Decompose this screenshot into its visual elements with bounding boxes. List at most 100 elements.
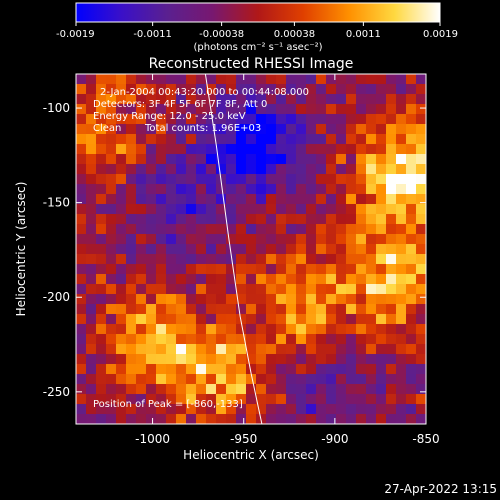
heatmap-cell — [236, 324, 247, 335]
heatmap-cell — [146, 94, 157, 105]
heatmap-cell — [186, 324, 197, 335]
heatmap-cell — [106, 354, 117, 365]
heatmap-cell — [226, 134, 237, 145]
heatmap-cell — [86, 284, 97, 295]
heatmap-cell — [116, 74, 127, 85]
heatmap-cell — [386, 254, 397, 265]
heatmap-cell — [296, 224, 307, 235]
heatmap-cell — [196, 324, 207, 335]
heatmap-cell — [86, 254, 97, 265]
heatmap-cell — [226, 204, 237, 215]
heatmap-cell — [116, 214, 127, 225]
heatmap-cell — [196, 314, 207, 325]
heatmap-cell — [76, 184, 87, 195]
heatmap-cell — [206, 184, 217, 195]
heatmap-cell — [126, 144, 137, 155]
heatmap-cell — [356, 144, 367, 155]
heatmap-cell — [336, 294, 347, 305]
heatmap-cell — [86, 244, 97, 255]
heatmap-cell — [276, 104, 287, 115]
heatmap-cell — [256, 104, 267, 115]
heatmap-cell — [316, 104, 327, 115]
heatmap-cell — [196, 224, 207, 235]
heatmap-cell — [246, 124, 257, 135]
heatmap-cell — [206, 374, 217, 385]
heatmap-cell — [146, 124, 157, 135]
heatmap-cell — [126, 374, 137, 385]
heatmap-cell — [106, 184, 117, 195]
heatmap-cell — [106, 404, 117, 415]
heatmap-cell — [296, 294, 307, 305]
heatmap-cell — [106, 244, 117, 255]
heatmap-cell — [236, 84, 247, 95]
heatmap-cell — [296, 114, 307, 125]
heatmap-cell — [116, 114, 127, 125]
heatmap-cell — [226, 164, 237, 175]
heatmap-cell — [186, 144, 197, 155]
heatmap-cell — [256, 264, 267, 275]
heatmap-cell — [116, 164, 127, 175]
heatmap-cell — [156, 274, 167, 285]
heatmap-cell — [356, 214, 367, 225]
heatmap-cell — [216, 274, 227, 285]
heatmap-cell — [186, 274, 197, 285]
heatmap-cell — [386, 384, 397, 395]
heatmap-cell — [346, 154, 357, 165]
heatmap-cell — [96, 244, 107, 255]
heatmap-cell — [106, 204, 117, 215]
heatmap-cell — [106, 324, 117, 335]
heatmap-cell — [196, 84, 207, 95]
heatmap-cell — [286, 234, 297, 245]
heatmap-cell — [156, 374, 167, 385]
heatmap-cell — [136, 134, 147, 145]
heatmap-cell — [346, 394, 357, 405]
heatmap-cell — [356, 394, 367, 405]
heatmap-cell — [186, 224, 197, 235]
heatmap-cell — [136, 104, 147, 115]
heatmap-cell — [136, 384, 147, 395]
heatmap-cell — [216, 214, 227, 225]
heatmap-cell — [86, 274, 97, 285]
heatmap-cell — [216, 244, 227, 255]
heatmap-cell — [186, 394, 197, 405]
heatmap-cell — [346, 274, 357, 285]
heatmap-cell — [366, 334, 377, 345]
heatmap-cell — [386, 204, 397, 215]
heatmap-cell — [146, 294, 157, 305]
heatmap-cell — [306, 264, 317, 275]
heatmap-cell — [126, 264, 137, 275]
heatmap-cell — [186, 364, 197, 375]
heatmap-cell — [406, 244, 417, 255]
heatmap-cell — [306, 134, 317, 145]
heatmap-cell — [86, 124, 97, 135]
heatmap-cell — [86, 104, 97, 115]
heatmap-cell — [246, 264, 257, 275]
heatmap-cell — [146, 404, 157, 415]
heatmap-cell — [396, 294, 407, 305]
heatmap-cell — [136, 344, 147, 355]
heatmap-cell — [406, 324, 417, 335]
heatmap-cell — [336, 324, 347, 335]
heatmap-cell — [406, 344, 417, 355]
heatmap-cell — [356, 404, 367, 415]
heatmap-cell — [226, 94, 237, 105]
heatmap-cell — [196, 124, 207, 135]
heatmap-cell — [176, 374, 187, 385]
heatmap-cell — [366, 394, 377, 405]
heatmap-cell — [136, 114, 147, 125]
heatmap-cell — [296, 254, 307, 265]
heatmap-cell — [286, 114, 297, 125]
heatmap-cell — [416, 124, 426, 135]
heatmap-cell — [326, 184, 337, 195]
heatmap-cell — [386, 374, 397, 385]
heatmap-cell — [246, 94, 257, 105]
heatmap-cell — [216, 104, 227, 115]
heatmap-cell — [396, 374, 407, 385]
heatmap-cell — [386, 304, 397, 315]
heatmap-cell — [126, 94, 137, 105]
heatmap-cell — [156, 384, 167, 395]
heatmap-cell — [296, 214, 307, 225]
heatmap-cell — [186, 334, 197, 345]
heatmap-cell — [396, 354, 407, 365]
heatmap-cell — [386, 364, 397, 375]
